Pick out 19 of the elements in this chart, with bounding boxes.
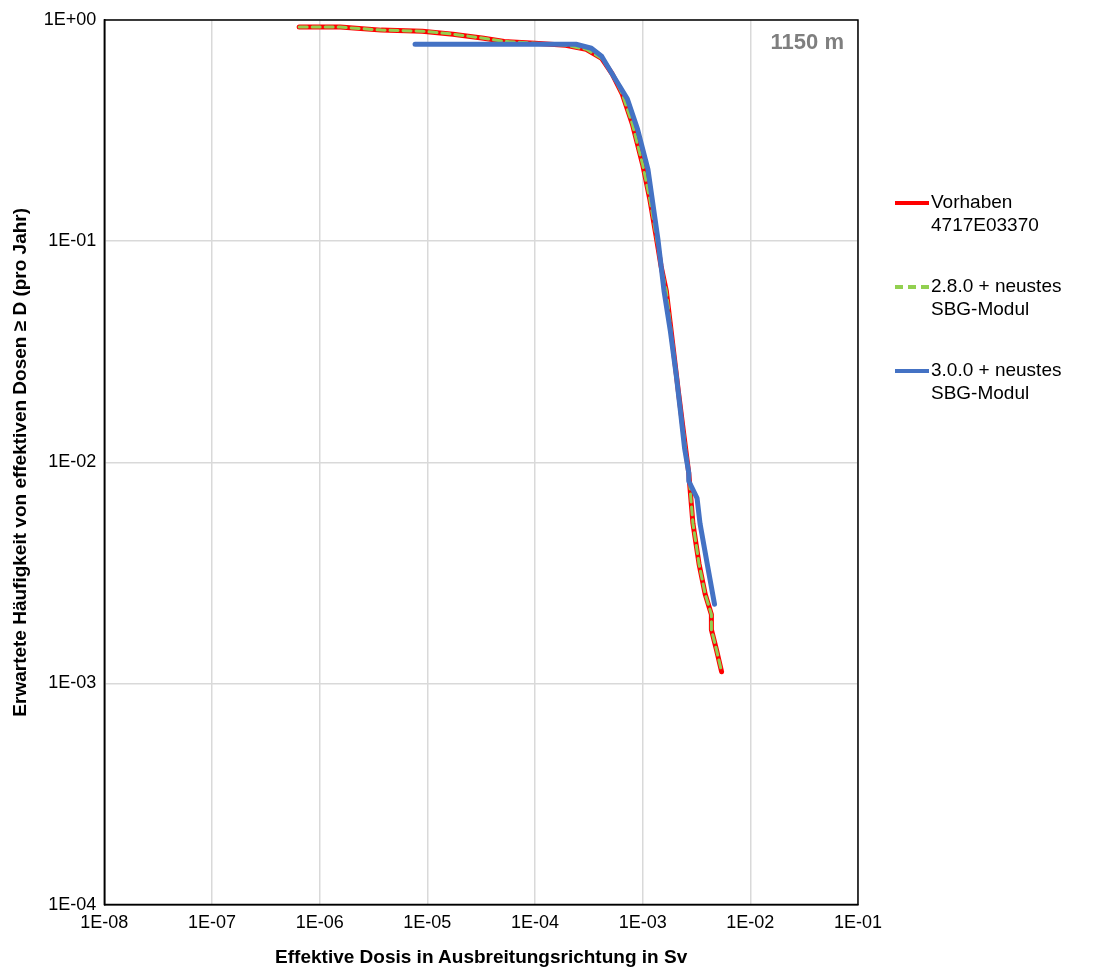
x-tick-label: 1E-01 — [833, 912, 883, 933]
y-axis-title: Erwartete Häufigkeit von effektiven Dosen ≥ D (pro Jahr) — [8, 207, 30, 717]
x-axis-title: Effektive Dosis in Ausbreitungsrichtung in Sv — [275, 945, 688, 967]
y-tick-label: 1E-01 — [48, 230, 97, 251]
annotation: 1150 m — [770, 29, 844, 55]
legend-label: Vorhaben 4717E03370 — [931, 190, 1040, 236]
legend-label: 2.8.0 + neustes SBG-Modul — [931, 274, 1063, 320]
x-tick-label: 1E-08 — [80, 912, 129, 933]
legend-label: 3.0.0 + neustes SBG-Modul — [931, 358, 1063, 404]
x-tick-label: 1E-03 — [618, 912, 667, 933]
y-tick-label: 1E-03 — [48, 672, 97, 693]
x-tick-label: 1E-04 — [510, 912, 560, 933]
y-tick-label: 1E-04 — [48, 893, 97, 914]
x-tick-label: 1E-07 — [187, 912, 237, 933]
x-tick-label: 1E-06 — [295, 912, 344, 933]
y-tick-label: 1E-02 — [48, 451, 97, 472]
x-tick-label: 1E-02 — [726, 912, 775, 933]
x-tick-label: 1E-05 — [403, 912, 452, 933]
y-tick-label: 1E+00 — [43, 8, 97, 29]
